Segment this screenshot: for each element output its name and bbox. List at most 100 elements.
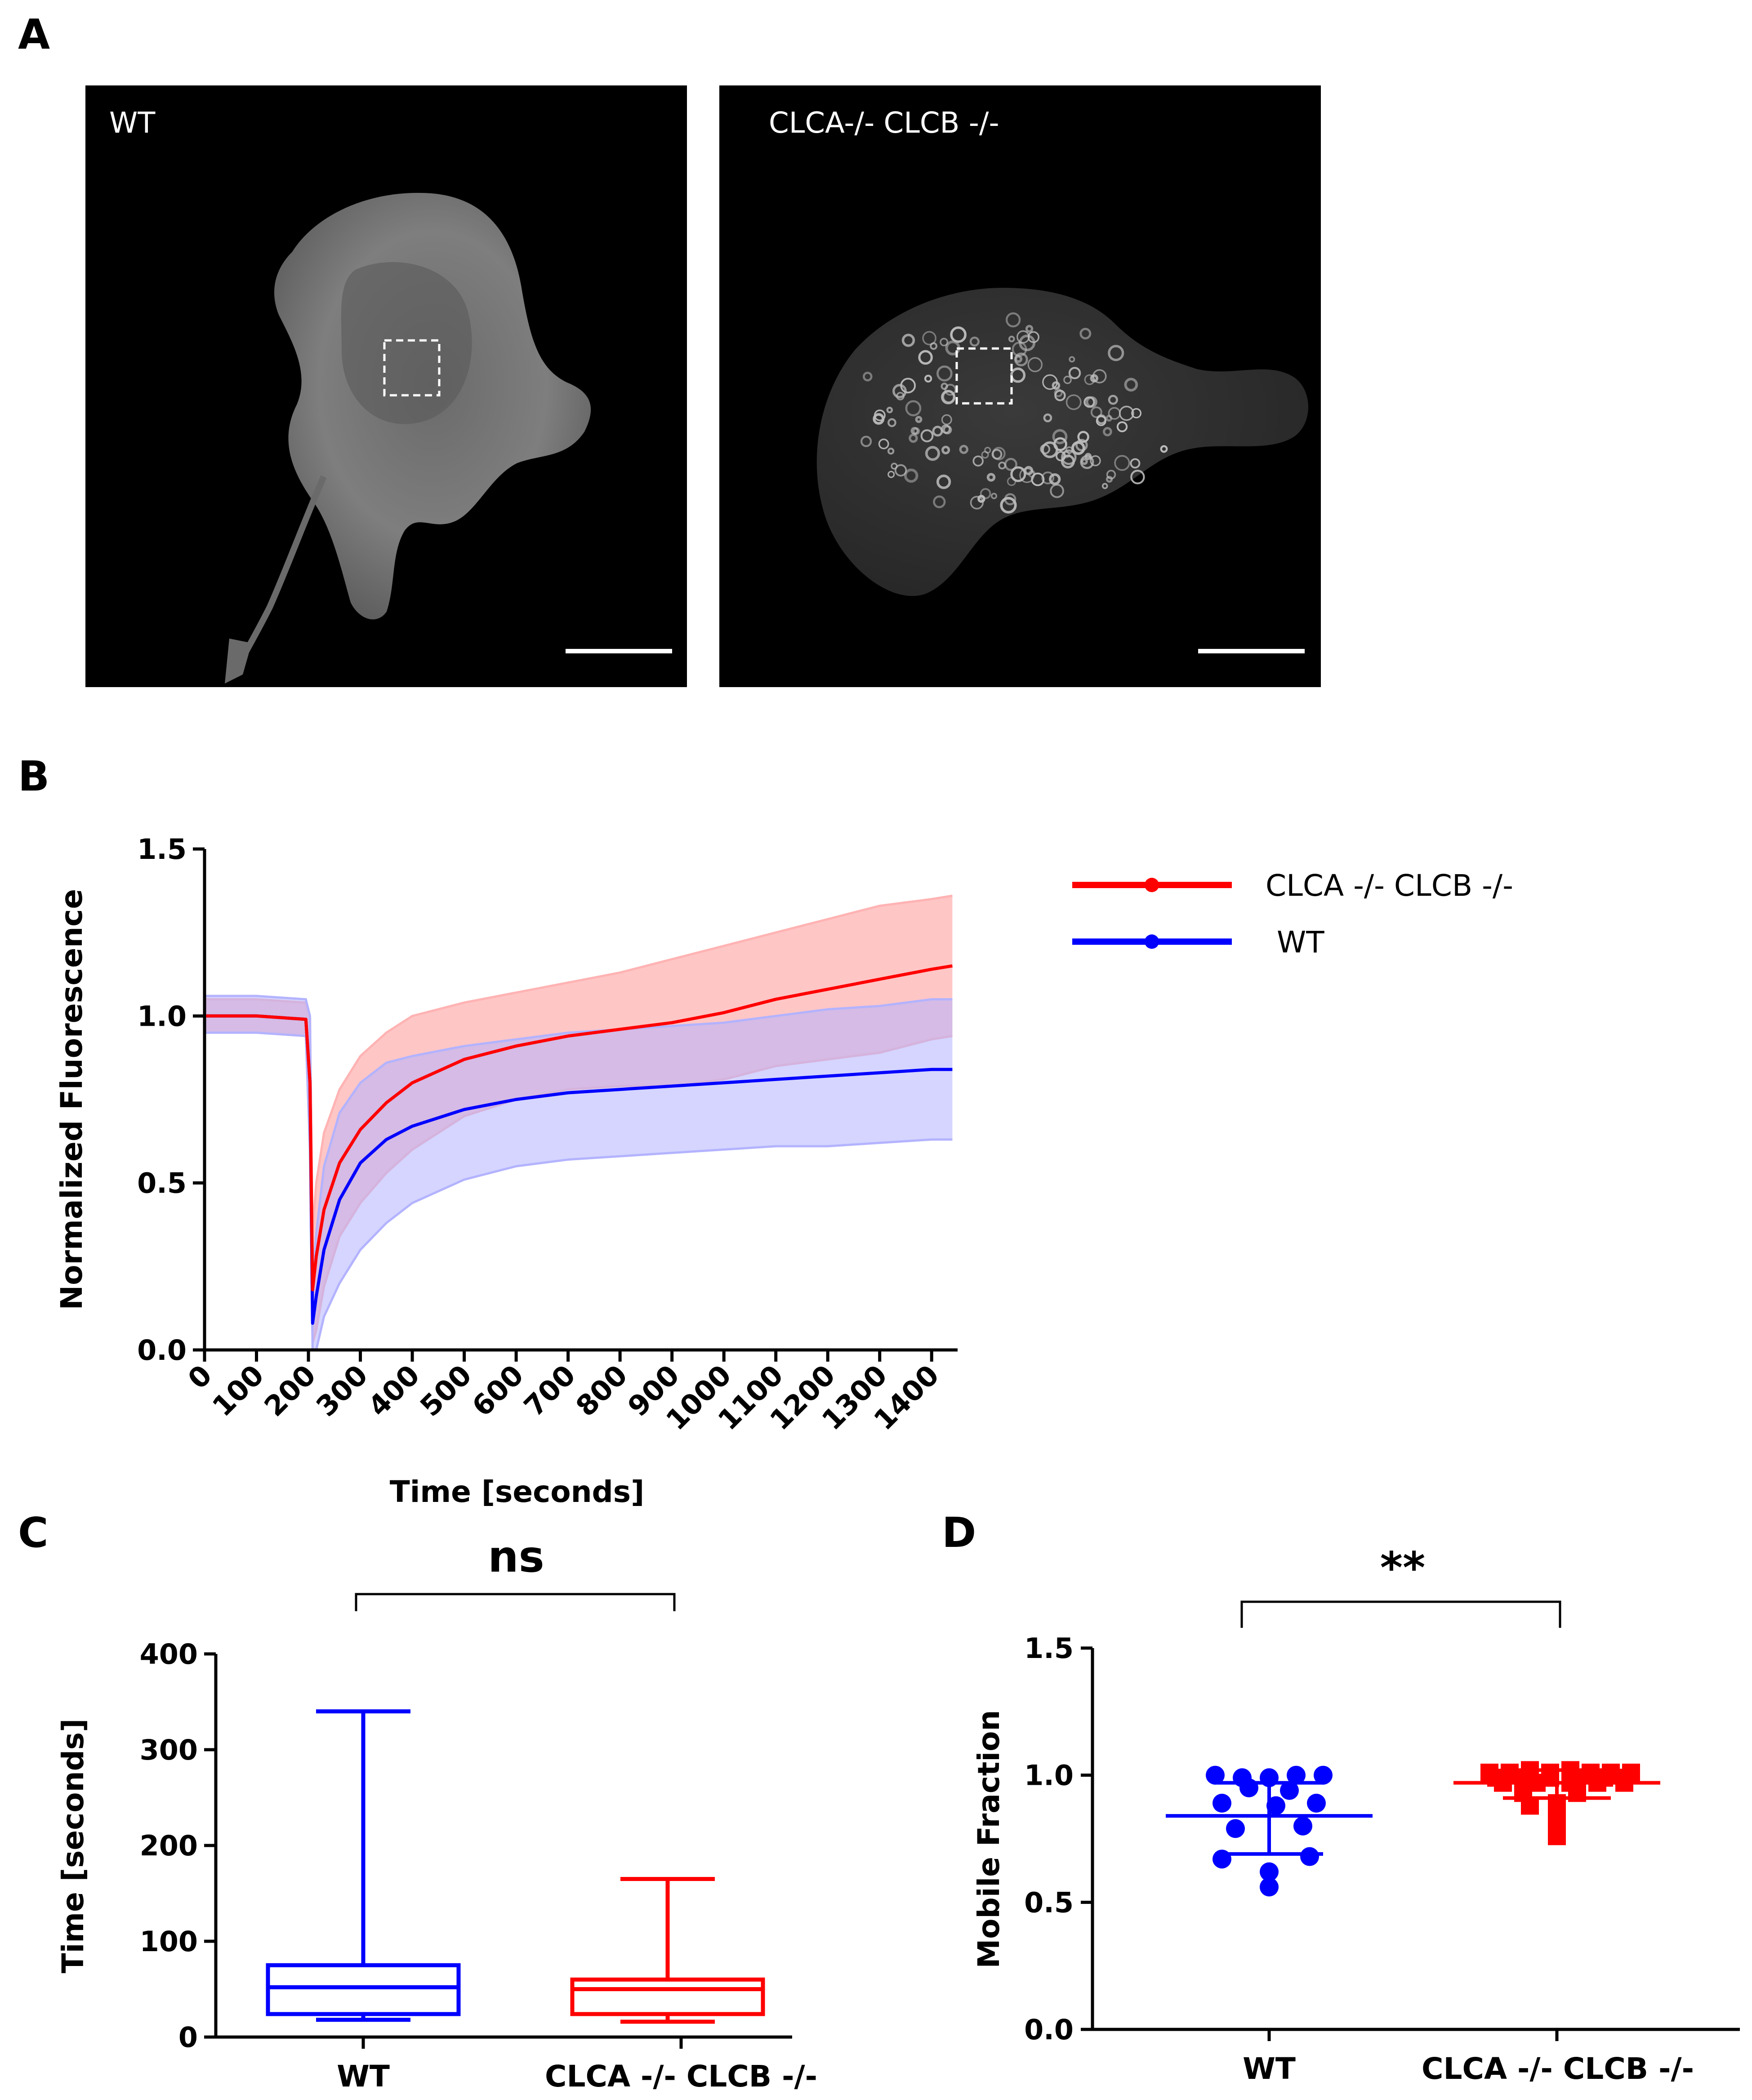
ko-roi-box — [955, 347, 1013, 405]
panel-letter-d: D — [942, 1509, 976, 1557]
ko-punctum — [1101, 483, 1108, 489]
ko-punctum — [1000, 496, 1017, 514]
ko-punctum — [940, 338, 949, 347]
ko-punctum — [1010, 367, 1026, 383]
ko-punctum — [944, 384, 957, 396]
panel-letter-c: C — [18, 1509, 49, 1557]
ko-punctum — [1090, 455, 1101, 466]
d-point-wt — [1206, 1765, 1225, 1785]
b-x-tick-label: 200 — [258, 1358, 322, 1423]
b-legend-marker-ko — [1145, 878, 1159, 892]
ko-punctum — [1119, 406, 1134, 421]
c-box-ko — [570, 1977, 765, 2016]
b-x-tick-label: 600 — [466, 1358, 530, 1423]
wt-roi-box — [383, 339, 441, 397]
ko-punctum — [1050, 483, 1064, 498]
d-point-wt — [1287, 1765, 1306, 1785]
ko-punctum — [1010, 466, 1026, 483]
panel-letter-a: A — [18, 10, 50, 58]
ko-punctum — [1052, 429, 1068, 444]
ko-punctum — [1008, 335, 1015, 343]
ko-punctum — [1114, 455, 1130, 471]
ko-punctum — [1068, 366, 1081, 380]
ko-punctum — [990, 492, 998, 500]
b-x-tick-label: 700 — [517, 1358, 582, 1423]
c-y-tick-label: 400 — [140, 1638, 198, 1671]
ko-punctum — [992, 447, 1006, 460]
b-error-band-ko — [205, 896, 953, 1344]
ko-punctum — [887, 418, 896, 427]
c-y-axis-label: Time [seconds] — [56, 1719, 90, 1974]
b-legend-label-wt: WT — [1277, 925, 1324, 960]
d-y-tick-label: 1.0 — [1024, 1759, 1074, 1792]
fluorescence-recovery-chart: 0.00.51.01.5 010020030040050060070080090… — [54, 833, 1513, 1509]
c-y-tick-label: 300 — [140, 1734, 198, 1766]
b-y-tick-label: 1.5 — [137, 833, 187, 866]
ko-punctum — [1106, 469, 1116, 480]
c-y-ticks: 0 100 200 300 400 — [140, 1638, 216, 2054]
b-y-ticks: 0.0 0.5 1.0 1.5 — [137, 833, 205, 1367]
ko-punctum — [1103, 427, 1112, 437]
ko-punctum — [1041, 471, 1055, 485]
ko-punctum — [900, 378, 916, 393]
ko-punctum — [878, 438, 889, 450]
ko-punctum — [930, 342, 938, 350]
ko-punctum — [1090, 406, 1102, 418]
ko-punctum — [1084, 374, 1095, 385]
ko-punctum — [1049, 473, 1061, 485]
ko-punctum — [887, 447, 895, 455]
b-series-line-ko — [205, 964, 953, 1291]
ko-punctum — [1061, 454, 1075, 469]
ko-punctum — [936, 474, 951, 489]
d-point-wt — [1213, 1793, 1231, 1813]
b-y-axis-label: Normalized Fluorescence — [54, 889, 89, 1310]
b-y-tick-label: 0.5 — [137, 1167, 187, 1200]
d-x-tick-label: WT — [1243, 2051, 1296, 2086]
ko-punctum — [918, 350, 933, 365]
ko-punctum — [925, 446, 940, 461]
half-time-boxplot: ns 0 100 200 300 400 WT CLCA -/- CLCB -/- Tim… — [56, 1532, 817, 2094]
ko-punctum — [905, 400, 922, 416]
ko-punctum — [986, 473, 996, 482]
ko-punctum — [942, 425, 952, 435]
b-x-axis-label: Time [seconds] — [390, 1474, 645, 1509]
ko-punctum — [922, 331, 936, 345]
micrograph-ko-label: CLCA-/- CLCB -/- — [769, 107, 999, 140]
d-points — [1166, 1761, 1660, 1897]
b-x-tick-label: 0 — [181, 1358, 218, 1395]
c-significance-bracket — [355, 1593, 676, 1611]
b-y-tick-label: 0.0 — [137, 1334, 187, 1367]
ko-punctum — [1108, 395, 1118, 405]
ko-punctum — [972, 455, 984, 467]
ko-punctum — [915, 416, 923, 423]
ko-punctum — [969, 336, 980, 347]
ko-punctum — [912, 427, 920, 435]
ko-punctum — [1012, 341, 1027, 357]
ko-punctum — [920, 429, 934, 442]
c-x-tick-label: CLCA -/- CLCB -/- — [545, 2059, 817, 2094]
b-series-lines — [205, 964, 953, 1325]
d-point-ko — [1548, 1812, 1566, 1830]
ko-punctum — [1077, 431, 1089, 443]
ko-punctum — [1014, 352, 1028, 366]
ko-punctum — [1096, 414, 1106, 424]
ko-punctum — [941, 414, 952, 425]
ko-punctum — [892, 384, 907, 398]
ko-punctum — [1084, 453, 1092, 460]
d-y-ticks: 0.0 0.5 1.0 1.5 — [1024, 1632, 1092, 2046]
ko-punctum — [970, 496, 984, 510]
ko-punctum — [1086, 396, 1097, 408]
wt-cell-tail-tip — [225, 639, 252, 684]
ko-punctum — [941, 390, 956, 405]
b-legend-marker-wt — [1145, 934, 1159, 949]
ko-punctum — [894, 464, 907, 477]
ko-punctum — [1160, 445, 1168, 453]
ko-cell-puncta — [860, 312, 1168, 514]
ko-punctum — [1075, 438, 1088, 451]
ko-punctum — [1054, 388, 1063, 398]
ko-punctum — [1116, 421, 1128, 433]
ko-punctum — [863, 371, 873, 382]
d-point-wt — [1280, 1781, 1299, 1800]
d-point-wt — [1226, 1819, 1245, 1838]
